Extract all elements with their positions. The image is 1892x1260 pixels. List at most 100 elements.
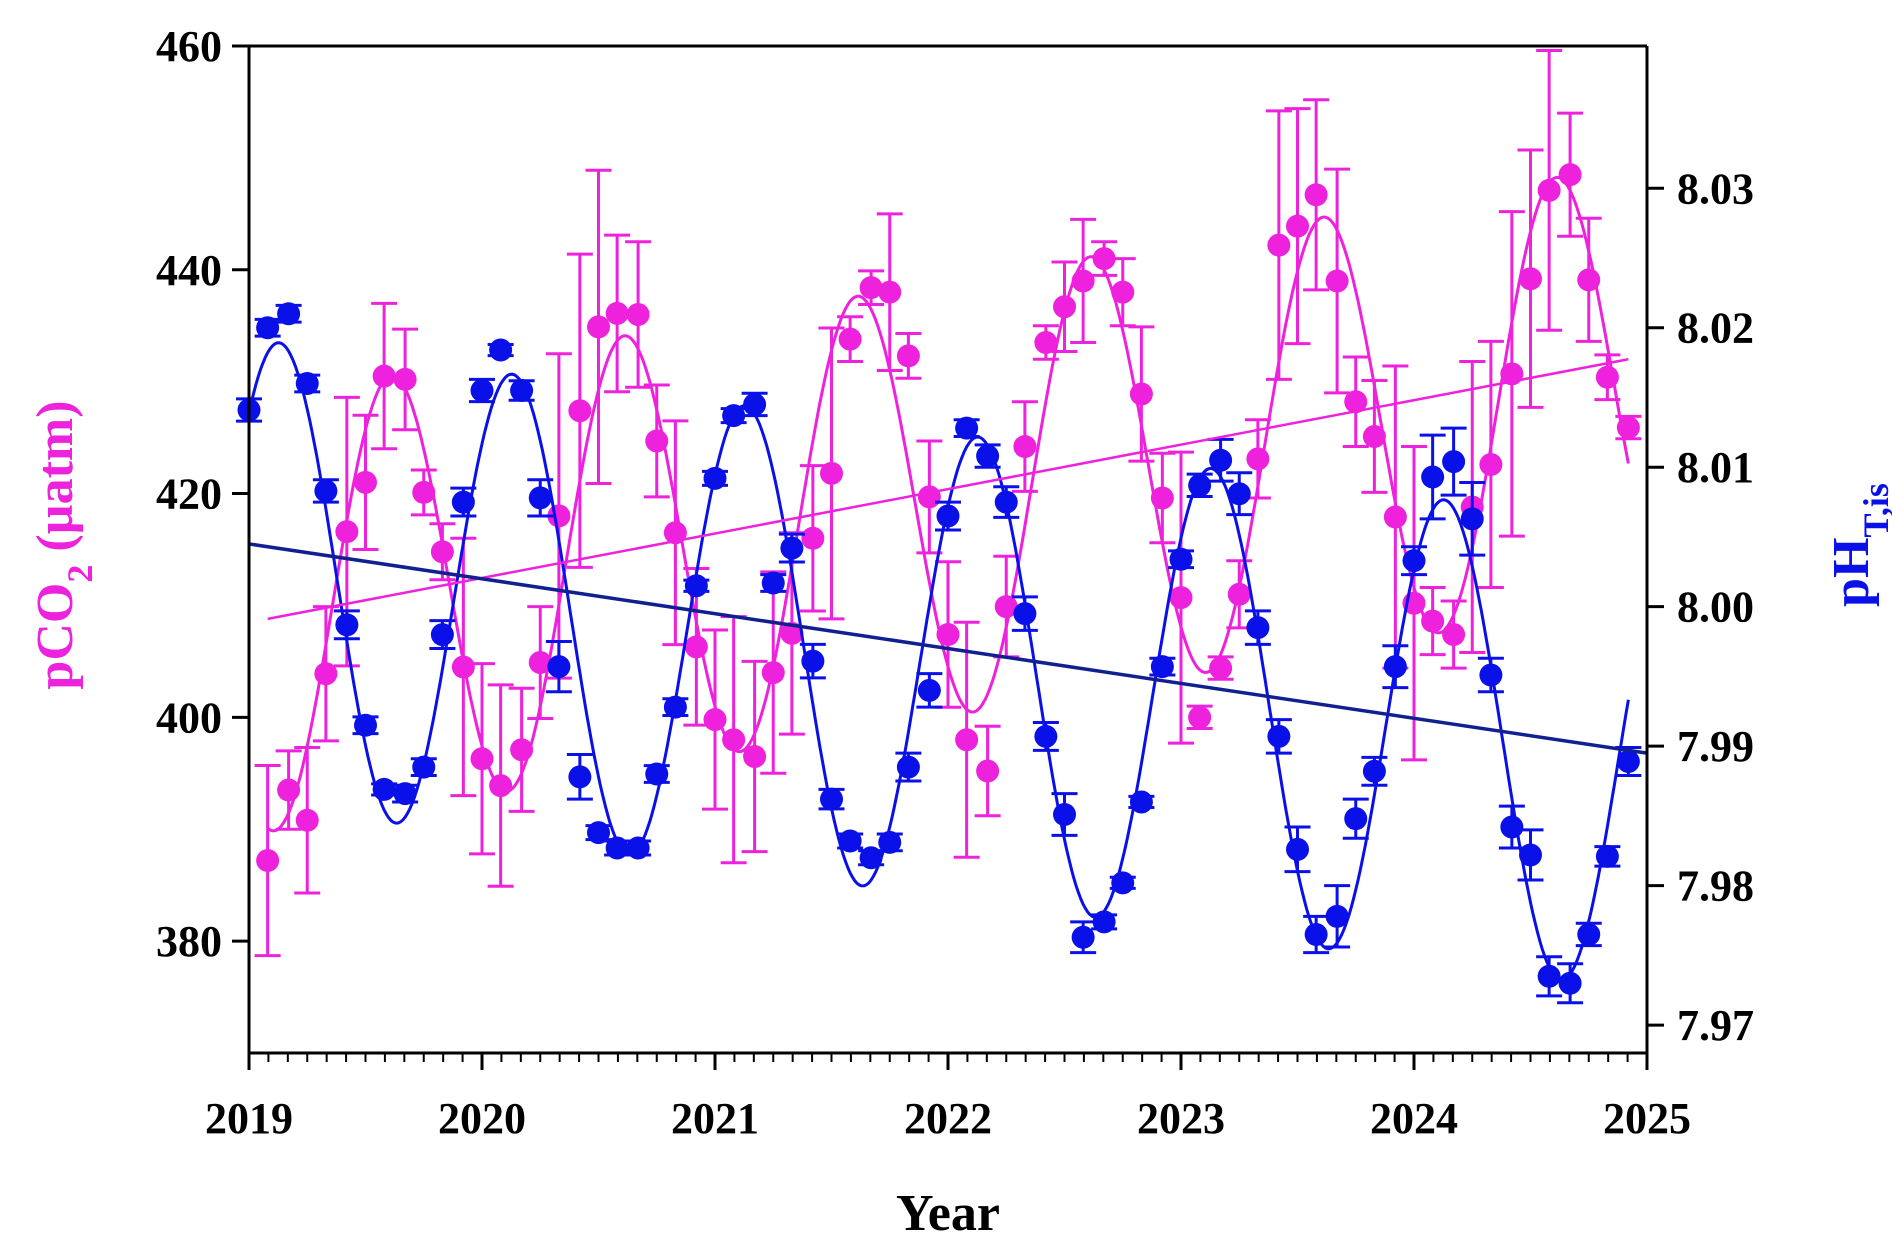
pco2-point — [335, 520, 359, 544]
y-left-tick-label: 420 — [156, 470, 222, 519]
pco2-point — [896, 344, 920, 368]
pco2-fit-curve — [266, 176, 1630, 833]
ph-point — [1344, 807, 1368, 831]
ph-point — [605, 836, 629, 860]
ph-point — [917, 678, 941, 702]
pco2-point — [412, 480, 436, 504]
y-left-title-unit: (µatm) — [27, 400, 84, 564]
pco2-point — [1383, 505, 1407, 529]
ph-point — [528, 486, 552, 510]
x-tick-label: 2025 — [1603, 1094, 1691, 1143]
pco2-point — [1537, 178, 1561, 202]
pco2-point — [1362, 424, 1386, 448]
y-right-tick-label: 8.01 — [1677, 443, 1754, 492]
ph-point — [684, 574, 708, 598]
pco2-point — [393, 367, 417, 391]
ph-point — [1442, 450, 1466, 474]
ph-point — [743, 392, 767, 416]
x-tick-label: 2021 — [671, 1094, 759, 1143]
ph-point — [820, 787, 843, 811]
pco2-point — [955, 728, 979, 752]
y-left-title-sub: 2 — [60, 565, 100, 583]
ph-point — [489, 338, 513, 362]
ph-point — [568, 765, 592, 789]
ph-point — [1267, 724, 1291, 748]
ph-point — [1092, 910, 1116, 934]
ph-point — [470, 379, 494, 402]
ph-point — [1325, 904, 1349, 928]
y-left-title-main: pCO — [27, 583, 84, 690]
ph-point — [587, 821, 610, 845]
pco2-point — [1267, 233, 1291, 257]
ph-point — [1402, 549, 1426, 573]
pco2-point — [1071, 269, 1095, 293]
y-right-tick-label: 7.98 — [1677, 862, 1754, 911]
y-right-tick-label: 8.03 — [1677, 164, 1754, 213]
x-axis-title: Year — [896, 1185, 1000, 1242]
pco2-point — [528, 651, 552, 675]
y-axis-right-title: pHT,is — [1823, 483, 1892, 607]
ph-point — [1150, 655, 1174, 679]
ph-point — [645, 762, 669, 786]
ph-point — [1558, 971, 1582, 995]
pco2-point — [568, 399, 592, 423]
pco2-point — [1286, 214, 1309, 238]
pco2-point — [1519, 267, 1542, 291]
pco2-trend-line — [267, 358, 1629, 621]
ph-point — [393, 782, 417, 806]
x-tick-label: 2022 — [904, 1094, 992, 1143]
axes: 380 400 420 440 460 7.97 7.98 7.99 8.00 8.01 8.02 8… — [156, 22, 1754, 1143]
pco2-point — [838, 327, 862, 351]
ph-point — [335, 613, 359, 637]
ph-point — [277, 302, 301, 326]
pco2-point — [1479, 452, 1503, 476]
ph-point — [256, 316, 280, 340]
x-tick-label: 2023 — [1137, 1094, 1225, 1143]
pco2-point — [1111, 280, 1135, 304]
pco2-point — [1092, 247, 1116, 271]
x-tick-label: 2024 — [1370, 1094, 1458, 1143]
ph-trend-line — [248, 542, 1648, 755]
pco2-point — [820, 461, 843, 485]
pco2-point — [1246, 447, 1270, 471]
pco2-point — [1325, 269, 1349, 293]
pco2-point — [1344, 390, 1368, 414]
ph-point — [1013, 602, 1037, 626]
pco2-point — [587, 315, 610, 339]
ph-point — [1227, 482, 1251, 506]
pco2-point — [684, 635, 708, 659]
ph-point — [1362, 759, 1386, 783]
pco2-point — [256, 849, 280, 873]
ph-point — [761, 571, 785, 595]
ph-point — [1616, 750, 1640, 773]
pco2-point — [1209, 656, 1233, 680]
ph-point — [354, 713, 377, 737]
ph-point — [780, 536, 804, 560]
pco2-point — [1558, 163, 1582, 187]
pco2-point — [626, 303, 650, 327]
pco2-point — [801, 526, 825, 550]
pco2-point — [1034, 331, 1058, 355]
pco2-point — [878, 280, 902, 304]
ph-point — [1286, 837, 1309, 861]
y-left-tick-label: 380 — [156, 917, 222, 966]
ph-point — [1209, 448, 1233, 472]
pco2-point — [1013, 435, 1037, 459]
pco2-point — [354, 470, 377, 494]
y-right-tick-label: 8.00 — [1677, 583, 1754, 632]
pco2-point — [605, 301, 629, 325]
y-left-tick-label: 460 — [156, 22, 222, 71]
y-right-tick-label: 7.97 — [1677, 1001, 1754, 1050]
pco2-point — [295, 808, 319, 832]
pco2-point — [1421, 609, 1445, 633]
ph-series — [236, 302, 1642, 1005]
y-left-tick-label: 440 — [156, 246, 222, 295]
ph-point — [1500, 815, 1524, 839]
pco2-point — [1442, 623, 1466, 647]
pco2-point — [372, 364, 396, 388]
pco2-point — [1304, 183, 1328, 207]
ph-fit-curve — [249, 341, 1630, 982]
pco2-point — [722, 728, 746, 752]
y-axis-left-title: pCO2 (µatm) — [27, 400, 100, 689]
x-tick-label: 2020 — [438, 1094, 526, 1143]
